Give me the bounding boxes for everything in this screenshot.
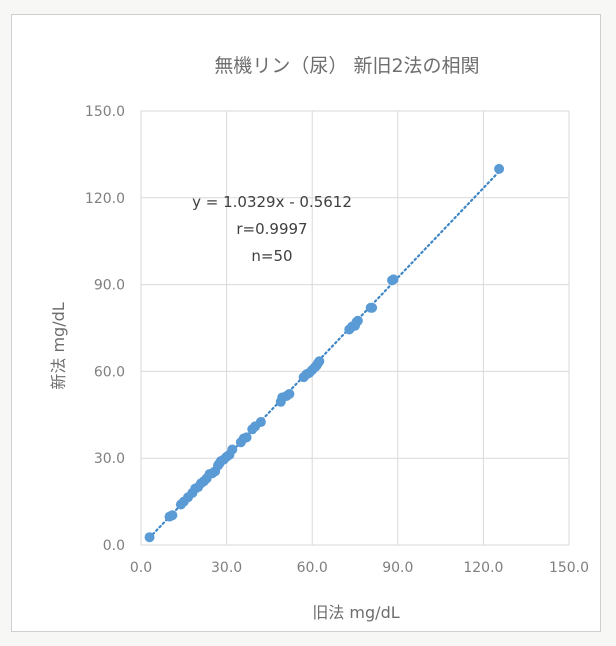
x-tick-label: 120.0	[463, 560, 503, 576]
data-point	[367, 302, 378, 313]
x-tick-label: 30.0	[211, 560, 242, 576]
y-tick-label: 0.0	[103, 538, 125, 554]
data-point	[241, 432, 252, 443]
data-point	[144, 532, 155, 543]
x-axis-label: 旧法 mg/dL	[312, 603, 399, 622]
data-point	[227, 444, 238, 455]
y-tick-label: 150.0	[85, 104, 125, 120]
data-point	[494, 163, 505, 174]
y-tick-label: 30.0	[94, 451, 125, 467]
x-tick-label: 150.0	[549, 560, 589, 576]
y-tick-label: 90.0	[94, 278, 125, 294]
y-tick-label: 60.0	[94, 364, 125, 380]
data-point	[284, 388, 295, 399]
x-tick-label: 0.0	[130, 560, 152, 576]
data-point	[314, 356, 325, 367]
tick-labels: 0.0 30.0 60.0 90.0 120.0 150.0 0.0 30.0 60.0 90.0…	[85, 104, 589, 576]
x-tick-label: 90.0	[382, 560, 413, 576]
annotation-line: y = 1.0329x - 0.5612	[192, 193, 352, 211]
data-points	[144, 163, 505, 543]
data-point	[167, 510, 178, 521]
grid	[140, 110, 570, 546]
y-tick-label: 120.0	[85, 191, 125, 207]
data-point	[352, 315, 363, 326]
trendline	[148, 170, 501, 539]
y-axis-label: 新法 mg/dL	[49, 302, 68, 389]
data-point	[255, 417, 266, 428]
data-point	[388, 274, 399, 285]
scatter-chart: 無機リン（尿） 新旧2法の相関 0.0 30.0 60.0 90.0 120.0 150.…	[49, 55, 589, 622]
chart-frame: 無機リン（尿） 新旧2法の相関 0.0 30.0 60.0 90.0 120.0 150.…	[11, 14, 601, 632]
x-tick-label: 60.0	[297, 560, 328, 576]
chart-title: 無機リン（尿） 新旧2法の相関	[214, 55, 479, 77]
annotation-line: n=50	[251, 247, 292, 265]
annotation-line: r=0.9997	[236, 220, 307, 238]
regression-annotation: y = 1.0329x - 0.5612 r=0.9997 n=50	[192, 193, 352, 265]
